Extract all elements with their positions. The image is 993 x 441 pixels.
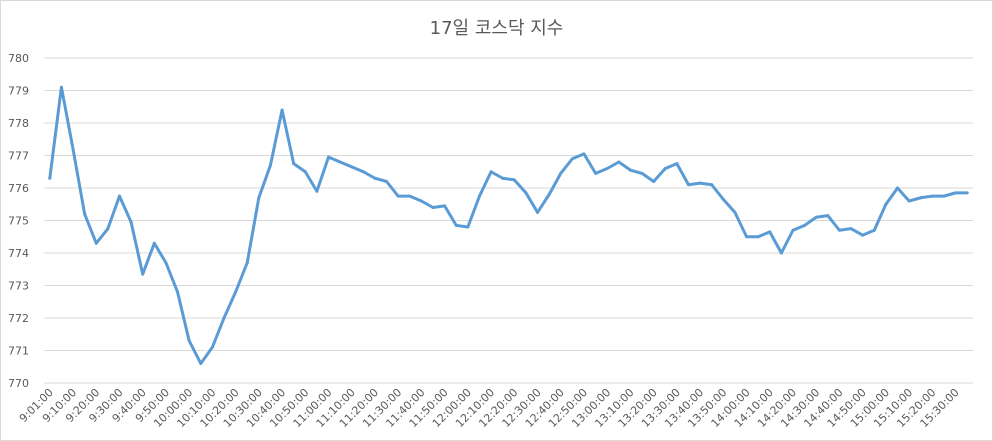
data-point	[872, 228, 876, 232]
data-point	[559, 171, 563, 175]
data-point	[919, 196, 923, 200]
data-point	[117, 194, 121, 198]
data-point	[361, 170, 365, 174]
data-point	[489, 170, 493, 174]
data-point	[454, 223, 458, 227]
data-point	[965, 191, 969, 195]
data-point	[930, 194, 934, 198]
data-point	[942, 194, 946, 198]
y-tick-label: 776	[8, 182, 29, 195]
y-tick-label: 771	[8, 345, 29, 358]
data-point	[837, 228, 841, 232]
data-point	[686, 183, 690, 187]
data-point	[849, 227, 853, 231]
data-point	[814, 215, 818, 219]
data-point	[547, 193, 551, 196]
data-point	[803, 223, 807, 227]
data-point	[94, 241, 98, 245]
data-point	[257, 196, 261, 200]
data-point	[327, 155, 331, 159]
data-point	[791, 228, 795, 232]
data-point	[210, 345, 214, 349]
data-point	[675, 162, 679, 166]
data-point	[385, 180, 389, 183]
chart-title: 17일 코스닥 지수	[429, 18, 564, 39]
data-point	[501, 176, 505, 180]
y-axis-ticks: 770 771 772 773 774 775 776 777 778 779 780	[8, 52, 29, 390]
y-tick-label: 774	[8, 247, 29, 260]
data-point	[48, 176, 52, 180]
data-point	[199, 362, 203, 365]
data-point	[106, 227, 110, 231]
data-point	[768, 230, 772, 234]
data-point	[338, 160, 342, 164]
data-point	[129, 220, 133, 224]
data-point	[350, 165, 354, 169]
data-point	[419, 199, 423, 203]
data-point	[176, 290, 180, 294]
y-tick-label: 779	[8, 85, 29, 98]
data-point	[71, 147, 75, 151]
data-point	[617, 160, 621, 164]
data-point	[663, 167, 667, 170]
data-point	[431, 206, 435, 209]
data-point	[721, 197, 725, 201]
data-point	[303, 170, 307, 174]
data-point	[83, 212, 87, 216]
y-tick-label: 777	[8, 150, 29, 163]
data-point	[826, 214, 830, 218]
data-point	[710, 183, 714, 187]
data-point	[745, 235, 749, 239]
series-group	[48, 85, 969, 365]
data-point	[268, 163, 272, 167]
data-point	[315, 189, 319, 193]
data-point	[628, 168, 632, 172]
data-point	[779, 251, 783, 255]
data-point	[443, 204, 447, 208]
y-tick-label: 770	[8, 377, 29, 390]
data-point	[187, 339, 191, 343]
y-tick-label: 778	[8, 117, 29, 130]
data-point	[59, 85, 63, 89]
data-point	[141, 272, 145, 276]
data-point	[605, 167, 609, 170]
data-point	[234, 290, 238, 294]
data-point	[756, 235, 760, 239]
data-point	[536, 210, 540, 214]
data-point	[896, 186, 900, 190]
data-point	[164, 261, 168, 265]
data-point	[954, 191, 958, 195]
data-point	[733, 210, 737, 214]
data-point	[152, 241, 156, 245]
y-tick-label: 772	[8, 312, 29, 325]
y-tick-label: 773	[8, 280, 29, 293]
data-point	[907, 199, 911, 203]
data-point	[640, 171, 644, 175]
y-tick-label: 780	[8, 52, 29, 65]
data-point	[396, 194, 400, 198]
data-point	[222, 316, 226, 320]
y-tick-label: 775	[8, 215, 29, 228]
data-point	[861, 233, 865, 237]
data-point	[373, 176, 377, 180]
series-line	[48, 85, 969, 365]
gridlines	[44, 57, 973, 384]
data-point	[698, 181, 702, 185]
data-point	[512, 178, 516, 182]
data-point	[466, 225, 470, 229]
data-point	[245, 261, 249, 265]
data-point	[524, 191, 528, 195]
data-point	[884, 202, 888, 206]
x-axis-ticks: 9:01:009:10:009:20:009:30:009:40:009:50:…	[17, 386, 962, 430]
data-point	[292, 162, 296, 166]
data-point	[570, 157, 574, 161]
data-point	[280, 108, 284, 112]
data-point	[408, 194, 412, 198]
data-point	[594, 171, 598, 175]
data-point	[582, 152, 586, 156]
data-point	[477, 194, 481, 198]
data-point	[652, 180, 656, 183]
